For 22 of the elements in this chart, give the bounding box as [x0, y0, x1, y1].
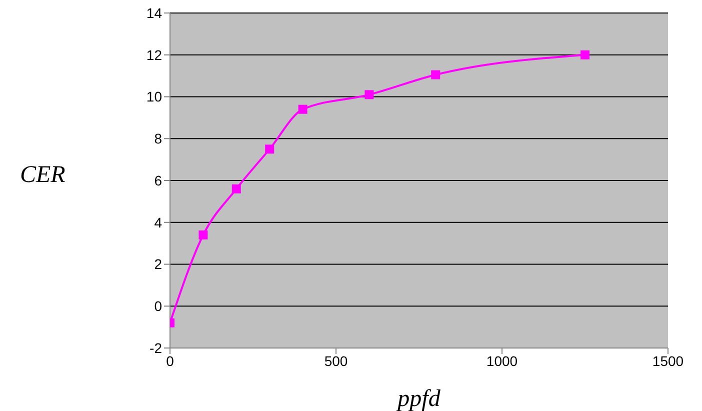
- x-axis-title: ppfd: [396, 386, 442, 411]
- x-tick-label: 1500: [652, 352, 684, 369]
- y-tick-label: -2: [150, 340, 162, 356]
- y-tick-label: 2: [154, 256, 162, 272]
- point: [431, 70, 440, 80]
- x-tick-label: 1000: [486, 352, 518, 369]
- point: [198, 230, 208, 240]
- point: [364, 90, 374, 100]
- y-tick-label: 14: [146, 4, 162, 21]
- x-tick-label: 500: [324, 352, 348, 369]
- y-tick-label: 10: [146, 88, 162, 105]
- point: [298, 104, 308, 114]
- y-tick-label: 4: [154, 214, 162, 230]
- point: [232, 184, 241, 194]
- point: [265, 144, 274, 154]
- y-tick-label: 0: [154, 298, 162, 314]
- y-tick-label: 12: [146, 46, 162, 63]
- y-axis-title: CER: [20, 162, 66, 189]
- y-tick-label: 8: [154, 130, 162, 147]
- y-tick-label: 6: [154, 172, 162, 188]
- x-tick-label: 0: [166, 352, 174, 369]
- point: [580, 50, 590, 60]
